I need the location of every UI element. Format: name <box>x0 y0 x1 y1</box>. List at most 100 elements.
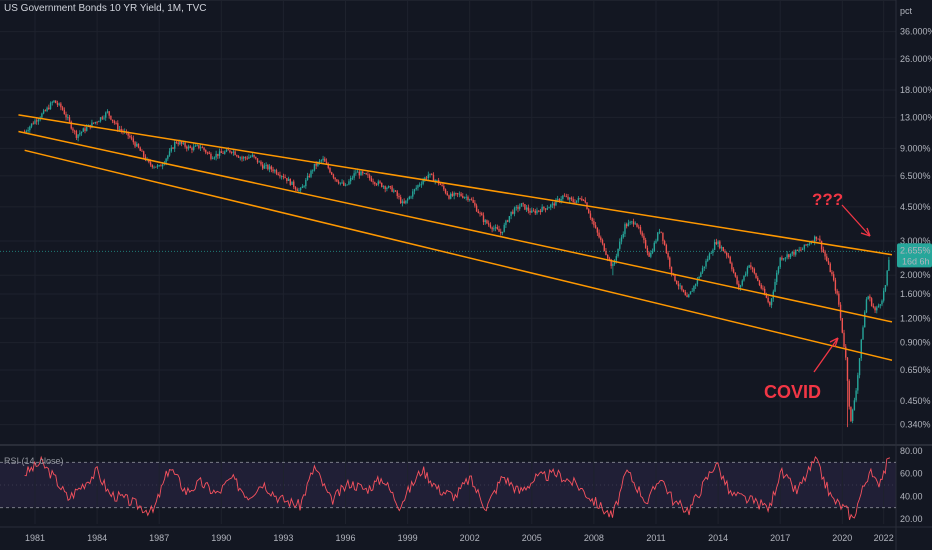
candle <box>210 152 212 161</box>
candle <box>132 135 135 145</box>
candle <box>681 285 683 292</box>
candle-body <box>681 285 683 290</box>
candle <box>417 184 419 191</box>
candle-body <box>174 142 176 149</box>
candle-body <box>277 173 279 175</box>
candle-body <box>491 227 493 230</box>
candle <box>56 100 59 107</box>
candle <box>398 193 400 200</box>
candle-body <box>848 380 850 407</box>
candle-body <box>70 121 72 129</box>
candle <box>282 173 285 180</box>
candle <box>355 169 357 176</box>
candle <box>246 155 248 161</box>
candle-body <box>393 190 395 192</box>
candle-body <box>788 254 790 258</box>
candle <box>865 297 868 314</box>
candle-body <box>111 119 114 122</box>
candle-body <box>339 182 342 184</box>
candle <box>68 115 71 124</box>
candle-body <box>436 179 438 181</box>
candle-body <box>822 249 825 252</box>
candle-body <box>845 346 847 358</box>
candle <box>713 239 716 251</box>
candle <box>215 150 217 161</box>
candle <box>29 125 31 133</box>
candle-body <box>877 305 880 308</box>
candle <box>105 111 107 121</box>
candle <box>262 161 264 171</box>
candle-body <box>312 170 314 172</box>
candle <box>534 208 536 216</box>
candle-body <box>286 178 288 182</box>
last-price-badge <box>897 243 932 268</box>
candle-body <box>486 220 488 224</box>
candle <box>482 212 485 226</box>
candle-body <box>707 258 709 261</box>
candle-body <box>627 222 630 227</box>
candle-body <box>44 110 47 112</box>
candle-body <box>684 292 687 296</box>
candle <box>689 291 692 295</box>
candle <box>436 179 438 182</box>
candle-body <box>327 163 329 169</box>
y-tick-label: 1.200% <box>900 313 931 323</box>
candle <box>60 102 62 111</box>
candle <box>451 191 454 197</box>
candle <box>677 280 680 290</box>
candle <box>746 265 749 277</box>
candle-body <box>782 258 785 260</box>
candle <box>46 106 48 113</box>
candle <box>838 291 840 307</box>
candle-body <box>817 238 819 240</box>
candle <box>601 238 604 246</box>
candle <box>698 275 700 280</box>
candle-body <box>532 210 535 212</box>
candle <box>279 171 281 179</box>
candle-body <box>572 199 574 203</box>
candle <box>732 267 735 274</box>
candle <box>469 198 471 202</box>
candle <box>620 234 623 245</box>
candle <box>622 231 624 239</box>
candle-body <box>517 206 519 209</box>
candle-body <box>625 224 628 227</box>
candle <box>877 303 880 308</box>
candle-body <box>160 165 162 167</box>
candle <box>365 172 367 175</box>
candle <box>344 183 347 187</box>
candle <box>237 155 240 159</box>
candle-body <box>101 117 103 119</box>
candle-body <box>451 193 454 196</box>
candle-body <box>541 206 543 213</box>
candle-body <box>203 147 205 151</box>
candle-body <box>42 110 45 114</box>
candle-body <box>118 129 121 130</box>
candle-body <box>379 181 381 183</box>
candle-body <box>108 111 110 116</box>
candle-body <box>796 249 799 251</box>
candle <box>801 247 804 251</box>
candle <box>191 146 193 154</box>
candle-body <box>296 189 298 191</box>
candle <box>32 121 34 125</box>
candle-body <box>501 231 504 234</box>
candle-body <box>73 130 76 132</box>
candle <box>636 223 638 228</box>
candle <box>693 285 695 293</box>
candle <box>688 293 690 298</box>
candle <box>305 177 307 189</box>
candle <box>562 194 564 202</box>
candle-body <box>194 145 197 147</box>
candle <box>41 112 43 119</box>
candle-body <box>676 280 678 284</box>
y-tick-label: 3.000% <box>900 236 931 246</box>
candle <box>793 249 795 257</box>
candle-body <box>694 284 697 286</box>
candle-body <box>346 184 348 186</box>
candle-body <box>820 240 823 250</box>
candle-body <box>230 152 233 153</box>
candle-body <box>136 143 138 147</box>
